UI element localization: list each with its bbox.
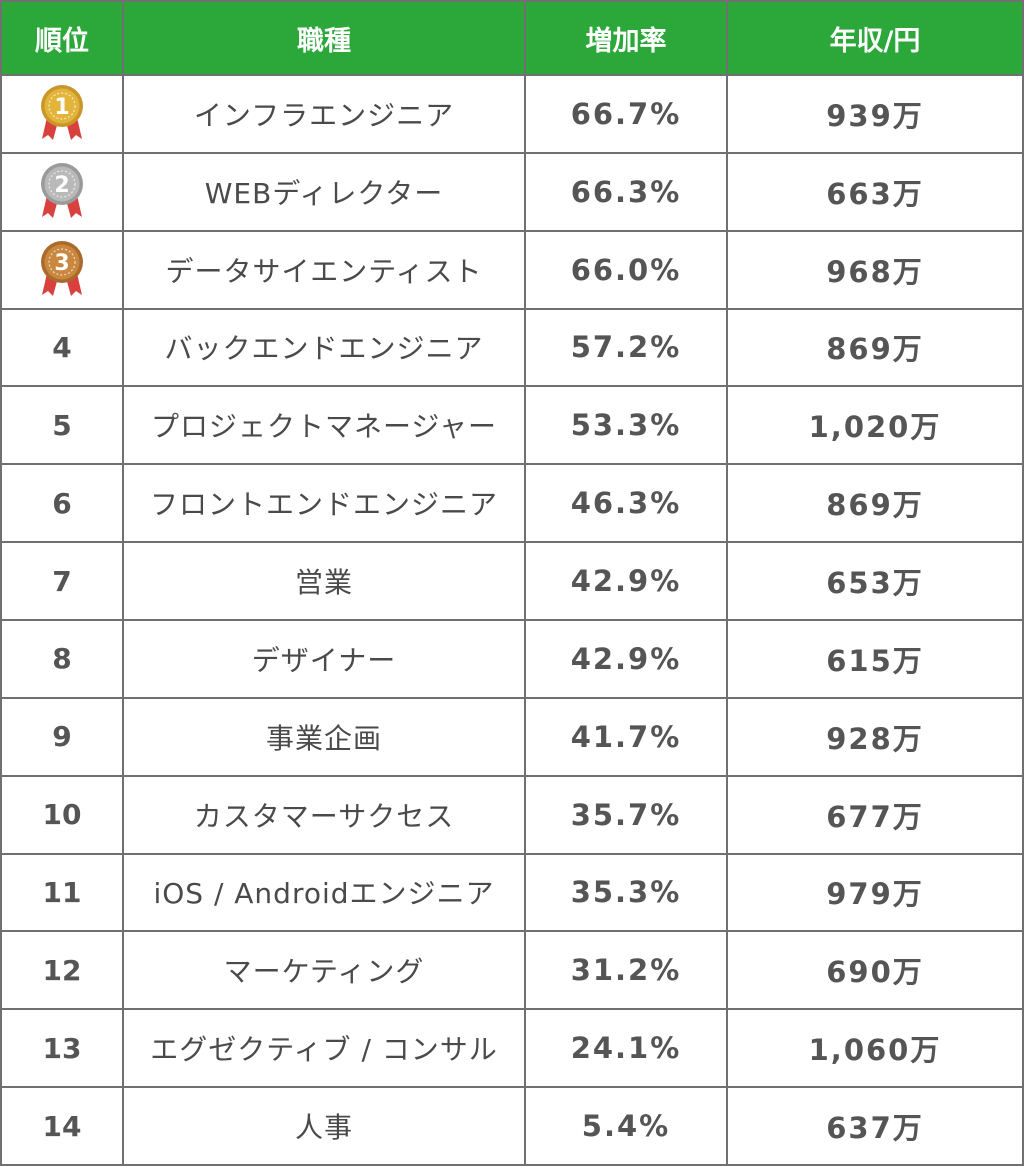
rank-cell: 9: [2, 698, 122, 775]
rate-cell: 57.2%: [526, 309, 726, 386]
salary-cell: 637万: [728, 1088, 1022, 1164]
salary-cell: 1,020万: [728, 387, 1022, 464]
rank-cell: 1: [2, 76, 122, 152]
job-cell: プロジェクトマネージャー: [124, 387, 524, 464]
medal-rank-number: 1: [54, 95, 69, 120]
job-cell: デザイナー: [124, 620, 524, 697]
job-cell: iOS / Androidエンジニア: [124, 854, 524, 931]
medal-rank-number: 2: [54, 173, 69, 198]
rate-cell: 66.0%: [526, 231, 726, 308]
medal-rank-number: 3: [54, 251, 69, 276]
rate-cell: 35.7%: [526, 776, 726, 853]
job-cell: 人事: [124, 1088, 524, 1164]
rank-cell: 4: [2, 309, 122, 386]
job-cell: 事業企画: [124, 698, 524, 775]
rate-cell: 42.9%: [526, 543, 726, 619]
salary-cell: 653万: [728, 543, 1022, 619]
job-cell: インフラエンジニア: [124, 76, 524, 152]
rate-cell: 66.3%: [526, 153, 726, 230]
job-cell: データサイエンティスト: [124, 231, 524, 308]
rate-cell: 42.9%: [526, 620, 726, 697]
rate-cell: 31.2%: [526, 932, 726, 1009]
job-cell: 営業: [124, 543, 524, 619]
header-job: 職種: [124, 2, 524, 74]
rank-cell: 12: [2, 932, 122, 1009]
job-cell: WEBディレクター: [124, 153, 524, 230]
salary-cell: 690万: [728, 932, 1022, 1009]
job-cell: バックエンドエンジニア: [124, 309, 524, 386]
gold-medal-icon: 1: [41, 84, 83, 140]
rank-cell: 13: [2, 1010, 122, 1087]
header-salary: 年収/円: [728, 2, 1022, 74]
rank-cell: 2: [2, 153, 122, 230]
rate-cell: 66.7%: [526, 76, 726, 152]
rank-cell: 5: [2, 387, 122, 464]
job-cell: マーケティング: [124, 932, 524, 1009]
rank-cell: 14: [2, 1088, 122, 1164]
salary-cell: 615万: [728, 620, 1022, 697]
rate-cell: 46.3%: [526, 465, 726, 542]
rate-cell: 5.4%: [526, 1088, 726, 1164]
silver-medal-icon: 2: [41, 162, 83, 218]
rate-cell: 24.1%: [526, 1010, 726, 1087]
rate-cell: 35.3%: [526, 854, 726, 931]
rate-cell: 53.3%: [526, 387, 726, 464]
rank-cell: 8: [2, 620, 122, 697]
salary-cell: 979万: [728, 854, 1022, 931]
header-rank: 順位: [2, 2, 122, 74]
job-cell: フロントエンドエンジニア: [124, 465, 524, 542]
job-cell: カスタマーサクセス: [124, 776, 524, 853]
rank-cell: 11: [2, 854, 122, 931]
salary-cell: 869万: [728, 309, 1022, 386]
header-rate: 増加率: [526, 2, 726, 74]
rank-cell: 3: [2, 231, 122, 308]
salary-cell: 869万: [728, 465, 1022, 542]
job-cell: エグゼクティブ / コンサル: [124, 1010, 524, 1087]
rank-cell: 6: [2, 465, 122, 542]
salary-cell: 663万: [728, 153, 1022, 230]
salary-cell: 939万: [728, 76, 1022, 152]
rank-cell: 10: [2, 776, 122, 853]
salary-cell: 968万: [728, 231, 1022, 308]
salary-cell: 677万: [728, 776, 1022, 853]
bronze-medal-icon: 3: [41, 240, 83, 296]
salary-cell: 928万: [728, 698, 1022, 775]
rate-cell: 41.7%: [526, 698, 726, 775]
salary-cell: 1,060万: [728, 1010, 1022, 1087]
rank-cell: 7: [2, 543, 122, 619]
